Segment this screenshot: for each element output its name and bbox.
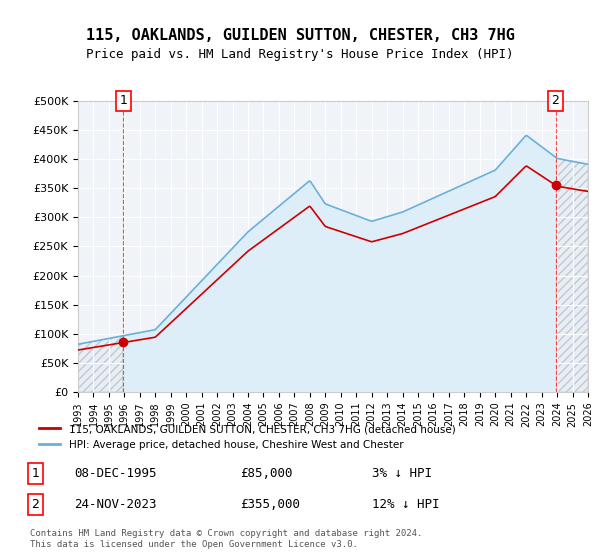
Text: 08-DEC-1995: 08-DEC-1995 <box>74 467 157 480</box>
Text: 1: 1 <box>119 94 127 108</box>
Text: £85,000: £85,000 <box>240 467 292 480</box>
Text: 2: 2 <box>551 94 559 108</box>
Legend: 115, OAKLANDS, GUILDEN SUTTON, CHESTER, CH3 7HG (detached house), HPI: Average p: 115, OAKLANDS, GUILDEN SUTTON, CHESTER, … <box>35 420 460 454</box>
Text: 12% ↓ HPI: 12% ↓ HPI <box>372 498 440 511</box>
Text: 3% ↓ HPI: 3% ↓ HPI <box>372 467 432 480</box>
Text: £355,000: £355,000 <box>240 498 300 511</box>
Text: 1: 1 <box>32 467 40 480</box>
Text: 115, OAKLANDS, GUILDEN SUTTON, CHESTER, CH3 7HG: 115, OAKLANDS, GUILDEN SUTTON, CHESTER, … <box>86 28 514 43</box>
Text: 2: 2 <box>32 498 40 511</box>
Text: Price paid vs. HM Land Registry's House Price Index (HPI): Price paid vs. HM Land Registry's House … <box>86 48 514 60</box>
Text: Contains HM Land Registry data © Crown copyright and database right 2024.
This d: Contains HM Land Registry data © Crown c… <box>30 529 422 549</box>
Text: 24-NOV-2023: 24-NOV-2023 <box>74 498 157 511</box>
